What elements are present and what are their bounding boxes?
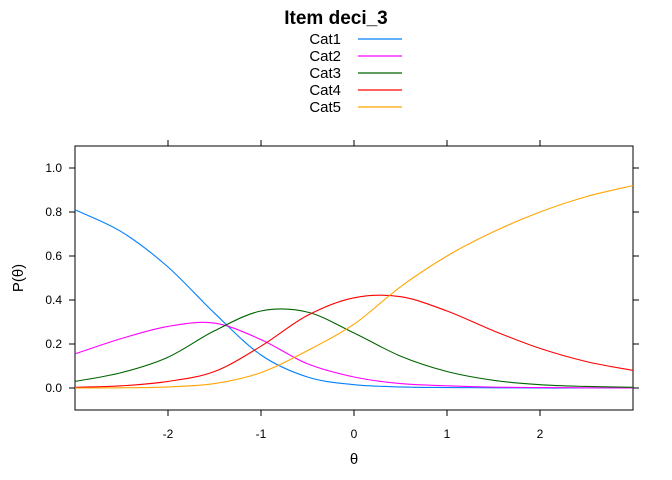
y-tick-label: 0.2	[45, 337, 62, 351]
x-axis: -2 -1 0 1 2	[163, 140, 544, 441]
legend-label-cat1: Cat1	[309, 31, 341, 48]
y-tick-label: 0.0	[45, 381, 62, 395]
series-line-cat4	[74, 294, 634, 388]
series-line-cat5	[74, 185, 634, 389]
chart-title: Item deci_3	[284, 8, 388, 29]
x-tick-label: 1	[444, 427, 451, 441]
x-tick-label: -2	[163, 427, 174, 441]
y-tick-label: 0.8	[45, 205, 62, 219]
y-tick-label: 1.0	[45, 161, 62, 175]
y-tick-label: 0.6	[45, 249, 62, 263]
legend-label-cat2: Cat2	[309, 48, 341, 65]
series-lines	[74, 185, 634, 389]
plot-frame	[74, 145, 634, 411]
y-tick-label: 0.4	[45, 293, 62, 307]
legend-label-cat5: Cat5	[309, 99, 341, 116]
legend-label-cat3: Cat3	[309, 65, 341, 82]
series-line-cat2	[74, 321, 634, 389]
y-axis: 0.0 0.2 0.4 0.6 0.8 1.0	[45, 161, 639, 395]
y-axis-label: P(θ)	[10, 264, 27, 292]
x-tick-label: 2	[537, 427, 544, 441]
x-axis-label: θ	[350, 451, 358, 468]
legend-label-cat4: Cat4	[309, 82, 341, 99]
x-tick-label: -1	[256, 427, 267, 441]
x-tick-label: 0	[351, 427, 358, 441]
series-line-cat3	[74, 308, 634, 388]
